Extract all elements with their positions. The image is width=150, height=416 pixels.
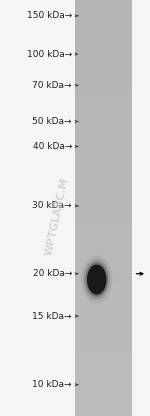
Bar (75, 296, 132, 302)
Text: 50 kDa→: 50 kDa→ (33, 117, 72, 126)
Bar (75, 286, 132, 291)
Bar (75, 307, 132, 312)
Bar (75, 88, 132, 94)
Bar (75, 312, 132, 317)
Text: 40 kDa→: 40 kDa→ (33, 142, 72, 151)
Bar (75, 379, 132, 385)
Ellipse shape (84, 259, 110, 300)
Bar (75, 395, 132, 400)
Bar (75, 130, 132, 135)
Bar (75, 406, 132, 411)
Bar (75, 359, 132, 364)
Bar (75, 156, 132, 161)
Bar (75, 0, 132, 416)
Bar (75, 328, 132, 333)
Bar (75, 26, 132, 31)
Bar (75, 374, 132, 379)
Bar (75, 255, 132, 260)
Bar (75, 47, 132, 52)
Bar (75, 83, 132, 89)
Bar (75, 223, 132, 229)
Text: 150 kDa→: 150 kDa→ (27, 11, 72, 20)
Text: WPTGLABC.M: WPTGLABC.M (44, 176, 70, 256)
Bar (75, 62, 132, 67)
Bar (75, 187, 132, 192)
Bar (75, 36, 132, 42)
Bar (75, 10, 132, 15)
Bar (75, 114, 132, 119)
Bar (75, 338, 132, 343)
Bar (75, 302, 132, 307)
Bar (75, 21, 132, 26)
Bar (75, 104, 132, 109)
Bar (75, 385, 132, 390)
Bar (75, 291, 132, 296)
Bar (75, 166, 132, 171)
Bar (75, 177, 132, 182)
Ellipse shape (81, 255, 112, 304)
Bar (75, 15, 132, 21)
Bar (75, 411, 132, 416)
Bar (75, 364, 132, 369)
Bar (75, 260, 132, 265)
Bar (75, 322, 132, 328)
Bar (75, 250, 132, 255)
Bar (75, 42, 132, 47)
Bar (75, 234, 132, 239)
Bar (75, 198, 132, 203)
Bar (75, 229, 132, 234)
Bar (75, 265, 132, 270)
Bar (75, 244, 132, 250)
Bar (75, 5, 132, 10)
Bar (75, 57, 132, 62)
Text: 30 kDa→: 30 kDa→ (33, 201, 72, 210)
Bar (75, 270, 132, 275)
Bar (75, 161, 132, 166)
Bar (75, 67, 132, 73)
Bar (75, 94, 132, 99)
Ellipse shape (87, 265, 106, 295)
Bar (75, 109, 132, 114)
Bar (75, 171, 132, 177)
Text: 15 kDa→: 15 kDa→ (33, 312, 72, 321)
Bar (75, 400, 132, 406)
Bar (75, 317, 132, 322)
Bar (75, 390, 132, 395)
Text: 100 kDa→: 100 kDa→ (27, 50, 72, 59)
Bar (75, 354, 132, 359)
Text: 10 kDa→: 10 kDa→ (33, 380, 72, 389)
Text: 20 kDa→: 20 kDa→ (33, 269, 72, 278)
Bar (75, 120, 132, 125)
Bar (75, 203, 132, 208)
Bar (75, 135, 132, 141)
Bar (75, 52, 132, 57)
Bar (75, 31, 132, 37)
Bar (75, 208, 132, 213)
Bar (75, 213, 132, 218)
Bar (75, 182, 132, 187)
Bar (75, 78, 132, 83)
Bar (75, 192, 132, 198)
Text: 70 kDa→: 70 kDa→ (33, 81, 72, 90)
Bar (75, 239, 132, 244)
Bar (75, 348, 132, 354)
Ellipse shape (85, 262, 108, 297)
Bar (75, 218, 132, 224)
Bar (75, 343, 132, 348)
Bar (75, 99, 132, 104)
Bar (75, 369, 132, 374)
Bar (75, 151, 132, 156)
Bar (75, 73, 132, 78)
Bar (75, 125, 132, 130)
Bar (75, 146, 132, 151)
Bar (75, 275, 132, 281)
Bar (75, 140, 132, 146)
Bar (75, 281, 132, 286)
Bar (75, 333, 132, 338)
Bar (75, 0, 132, 5)
